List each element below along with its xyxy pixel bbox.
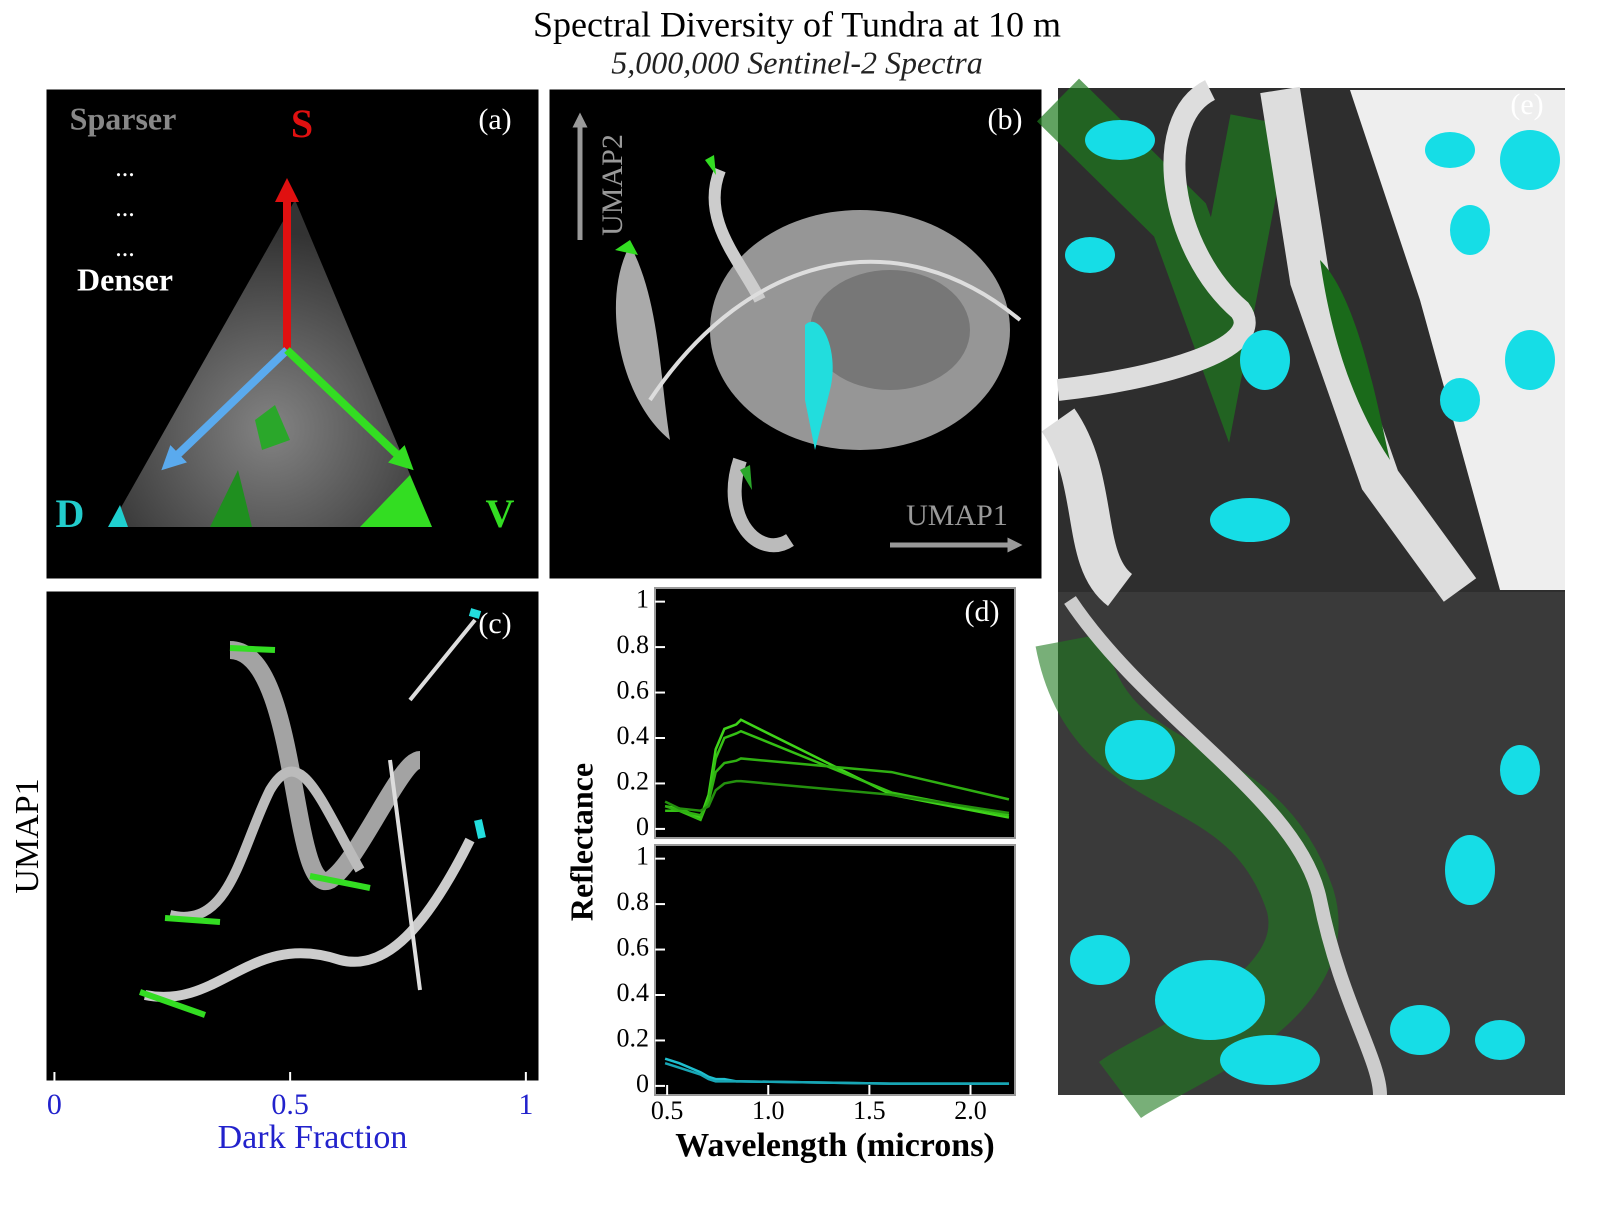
y-axis-label: UMAP1 <box>9 778 46 893</box>
y-tick-label: 0.4 <box>617 721 650 750</box>
y-tick-label: 0.4 <box>617 978 650 1007</box>
water-cluster <box>468 608 486 839</box>
spectrum-line <box>664 757 1010 817</box>
lake <box>1390 1005 1450 1055</box>
panel-label: (b) <box>988 103 1023 136</box>
lakes <box>1065 120 1560 1085</box>
figure-subtitle: 5,000,000 Sentinel-2 Spectra <box>611 44 982 80</box>
vegetation-cluster <box>210 470 252 527</box>
lake <box>1445 835 1495 905</box>
spectrum-line <box>664 779 1010 815</box>
vegetation-cluster <box>360 475 432 527</box>
axis-annotation: UMAP2 <box>596 134 629 236</box>
x-axis-label: Wavelength (microns) <box>675 1127 995 1164</box>
lake <box>1085 120 1155 160</box>
river <box>1056 80 1256 401</box>
lake <box>1425 132 1475 168</box>
lake <box>1440 378 1480 422</box>
vegetation-cluster <box>705 155 716 175</box>
y-tick-label: 0.2 <box>617 766 650 795</box>
x-axis-label: Dark Fraction <box>218 1119 408 1156</box>
lake <box>1210 498 1290 542</box>
lake <box>1240 330 1290 390</box>
x-tick-label: 1 <box>518 1088 533 1121</box>
axis-annotation: UMAP1 <box>906 499 1008 532</box>
lake <box>1500 745 1540 795</box>
umap-structure <box>388 618 477 991</box>
y-tick-label: 1 <box>636 842 649 871</box>
water-cluster <box>805 321 833 450</box>
umap-structure <box>727 457 794 553</box>
x-tick-label: 2.0 <box>954 1096 987 1125</box>
umap-structure <box>648 259 1022 402</box>
river <box>1041 408 1134 606</box>
panel-c <box>43 588 542 1084</box>
spectrum-line <box>664 1061 1009 1085</box>
umap-structure <box>708 167 766 303</box>
river <box>1064 596 1387 1096</box>
y-tick-label: 0.8 <box>617 630 650 659</box>
dark-cluster <box>108 505 128 527</box>
v-arrow <box>284 347 414 471</box>
y-tick-label: 0.8 <box>617 887 650 916</box>
y-tick-label: 0.2 <box>617 1023 650 1052</box>
x-tick-label: 0 <box>47 1088 62 1121</box>
river <box>1260 86 1477 602</box>
annotation: Sparser <box>70 100 177 136</box>
panel-a <box>43 86 542 582</box>
x-tick-label: 0.5 <box>651 1096 684 1125</box>
figure-title: Spectral Diversity of Tundra at 10 m <box>533 4 1061 44</box>
annotation: V <box>486 491 515 536</box>
y-tick-label: 0.6 <box>617 676 650 705</box>
annotation: ... <box>115 193 135 222</box>
panel-e <box>1035 78 1565 1119</box>
y-tick-label: 0 <box>636 812 649 841</box>
vegetation-cluster <box>138 645 371 1018</box>
y-tick-label: 1 <box>636 585 649 614</box>
y-axis-label: Reflectance <box>563 763 599 921</box>
lake <box>1105 720 1175 780</box>
panel-b <box>546 86 1045 582</box>
panel-label: (a) <box>478 103 511 136</box>
plot-frame <box>654 844 1016 1096</box>
island <box>1320 260 1390 460</box>
lake <box>1155 960 1265 1040</box>
panel-label: (d) <box>965 595 1000 628</box>
x-tick-label: 1.0 <box>752 1096 785 1125</box>
lake <box>1220 1035 1320 1085</box>
vegetation-cluster <box>615 240 638 255</box>
d-arrow <box>161 347 290 471</box>
umap-structure <box>144 837 475 1002</box>
vegetation-cluster <box>740 465 752 490</box>
annotation: D <box>56 491 85 536</box>
y-tick-label: 0 <box>636 1069 649 1098</box>
lake <box>1475 1020 1525 1060</box>
lake <box>1500 130 1560 190</box>
spectrum-line <box>665 729 1010 822</box>
y-tick-label: 0.6 <box>617 933 650 962</box>
lake <box>1065 237 1115 273</box>
annotation: ... <box>115 153 135 182</box>
annotation: ... <box>115 233 135 262</box>
lake <box>1505 330 1555 390</box>
plot-frame <box>654 587 1016 839</box>
annotation: Denser <box>77 261 173 297</box>
annotation: S <box>291 101 313 146</box>
x-tick-label: 1.5 <box>853 1096 886 1125</box>
lake <box>1450 205 1490 255</box>
vegetation-cluster <box>255 405 290 450</box>
panel-frame <box>43 588 542 1084</box>
x-tick-label: 0.5 <box>271 1088 309 1121</box>
river <box>1350 90 1565 590</box>
panel-label: (c) <box>478 607 511 640</box>
panel-label: (e) <box>1510 88 1543 121</box>
lake <box>1070 935 1130 985</box>
umap-structure <box>810 270 970 390</box>
umap-structure <box>168 766 365 922</box>
